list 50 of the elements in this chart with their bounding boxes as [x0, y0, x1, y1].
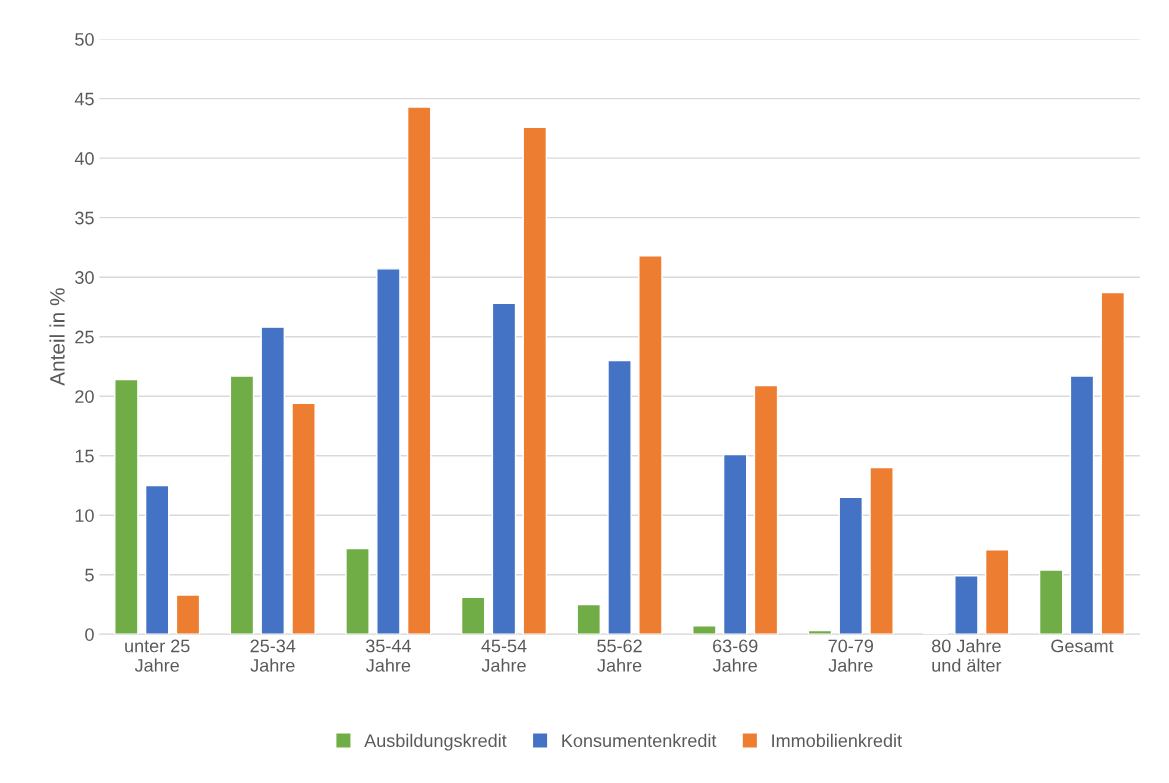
legend-label: Konsumentenkredit	[562, 733, 717, 748]
bar	[291, 402, 316, 635]
x-tick-label: 35-44 Jahre	[365, 639, 411, 672]
bar	[260, 326, 286, 635]
bar	[1069, 375, 1095, 635]
x-tick-label: 25-34 Jahre	[250, 639, 296, 672]
x-tick-label: 80 Jahre und älter	[932, 639, 1002, 672]
bar	[460, 596, 486, 635]
bar	[722, 453, 748, 635]
y-tick-label: 40	[74, 152, 94, 165]
y-tick-label: 15	[75, 449, 94, 463]
y-tick-label: 20	[75, 390, 94, 403]
bar	[807, 629, 833, 635]
y-tick-label: 50	[75, 33, 94, 46]
bar	[607, 359, 632, 635]
bar	[1038, 569, 1064, 635]
bar	[144, 484, 170, 635]
bar	[175, 594, 201, 635]
bar	[753, 384, 779, 635]
y-tick-label: 45	[74, 92, 94, 106]
bar	[954, 575, 979, 635]
bar	[491, 302, 517, 635]
bar	[406, 106, 432, 635]
y-tick-label: 30	[75, 271, 94, 284]
bar	[638, 255, 663, 635]
bar	[838, 496, 864, 635]
legend-label: Ausbildungskredit	[364, 733, 507, 751]
y-tick-label: 35	[75, 211, 94, 225]
legend-label: Immobilienkredit	[772, 733, 902, 748]
bar	[869, 466, 894, 635]
bar	[345, 547, 370, 635]
y-tick-label: 10	[75, 509, 94, 522]
bar	[229, 375, 255, 635]
x-tick-label: unter 25 Jahre	[125, 639, 190, 672]
y-axis-title: Anteil in %	[49, 288, 65, 386]
bar	[522, 126, 548, 635]
x-tick-label: 45-54 Jahre	[481, 639, 527, 672]
bar	[376, 268, 401, 635]
x-tick-label: 70-79 Jahre	[828, 639, 874, 672]
x-tick-label: 63-69 Jahre	[712, 639, 758, 672]
bar	[692, 625, 717, 635]
x-tick-label: 55-62 Jahre	[597, 639, 642, 672]
x-tick-label: Gesamt	[1051, 639, 1114, 653]
bar	[114, 378, 139, 635]
bar	[1100, 291, 1126, 635]
bar	[984, 549, 1010, 635]
y-tick-label: 25	[75, 330, 94, 344]
y-tick-label: 0	[85, 628, 94, 641]
bar	[576, 603, 601, 635]
y-tick-label: 5	[85, 568, 94, 582]
